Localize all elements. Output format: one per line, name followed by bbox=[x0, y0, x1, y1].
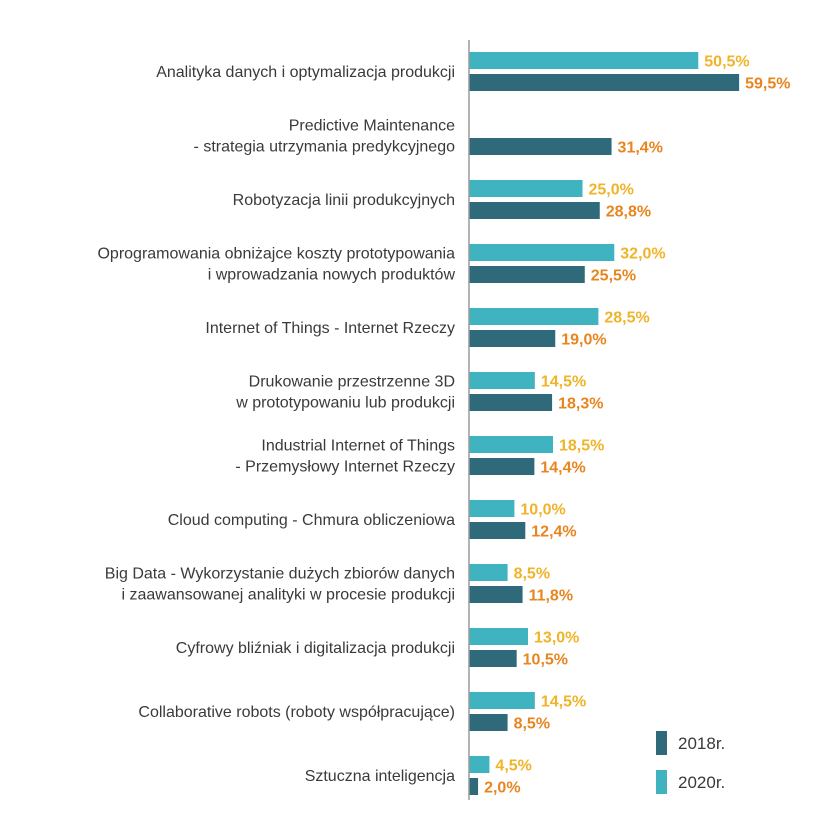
bar-2020 bbox=[469, 692, 535, 709]
bars-group bbox=[469, 52, 740, 795]
bar-2020 bbox=[469, 52, 699, 69]
bar-2018 bbox=[469, 202, 600, 219]
value-label-2018: 10,5% bbox=[523, 652, 568, 669]
bar-2018 bbox=[469, 458, 535, 475]
category-label: Cloud computing - Chmura obliczeniowa bbox=[168, 512, 455, 529]
bar-2018 bbox=[469, 138, 612, 155]
category-label: Sztuczna inteligencja bbox=[305, 768, 455, 785]
bar-2018 bbox=[469, 586, 523, 603]
value-label-2018: 11,8% bbox=[529, 588, 573, 605]
value-label-2020: 50,5% bbox=[704, 54, 749, 71]
category-label: i wprowadzania nowych produktów bbox=[208, 267, 456, 284]
bar-2018 bbox=[469, 714, 508, 731]
category-labels-group: Analityka danych i optymalizacja produkc… bbox=[97, 64, 455, 785]
category-label: Analityka danych i optymalizacja produkc… bbox=[156, 64, 455, 81]
legend-swatch bbox=[656, 770, 667, 794]
bar-2018 bbox=[469, 650, 517, 667]
value-label-2018: 28,8% bbox=[606, 204, 651, 221]
legend: 2018r. 2020r. bbox=[656, 731, 725, 794]
value-label-2020: 32,0% bbox=[620, 246, 665, 263]
bar-2018 bbox=[469, 74, 740, 91]
category-label: Internet of Things - Internet Rzeczy bbox=[205, 320, 455, 337]
bar-2020 bbox=[469, 244, 615, 261]
value-label-2018: 8,5% bbox=[514, 716, 550, 733]
value-label-2020: 25,0% bbox=[589, 182, 634, 199]
category-label: Oprogramowania obniżajce koszty prototyp… bbox=[97, 246, 455, 263]
bar-2020 bbox=[469, 500, 515, 517]
value-label-2018: 25,5% bbox=[591, 268, 636, 285]
bar-2018 bbox=[469, 778, 479, 795]
value-label-2020: 18,5% bbox=[559, 438, 604, 455]
category-label: Collaborative robots (roboty współpracuj… bbox=[138, 704, 455, 721]
category-label: i zaawansowanej analityki w procesie pro… bbox=[122, 587, 456, 604]
legend-label: 2018r. bbox=[678, 734, 725, 753]
category-label: Predictive Maintenance bbox=[289, 118, 455, 135]
category-label: - strategia utrzymania predykcyjnego bbox=[194, 139, 456, 156]
category-label: Industrial Internet of Things bbox=[261, 438, 455, 455]
value-label-2018: 19,0% bbox=[561, 332, 606, 349]
value-label-2020: 14,5% bbox=[541, 694, 586, 711]
bar-2020 bbox=[469, 372, 535, 389]
value-label-2020: 4,5% bbox=[495, 758, 531, 775]
bar-2020 bbox=[469, 756, 490, 773]
value-label-2018: 12,4% bbox=[531, 524, 576, 541]
bar-2020 bbox=[469, 628, 529, 645]
category-label: Robotyzacja linii produkcyjnych bbox=[233, 192, 455, 209]
bar-2020 bbox=[469, 180, 583, 197]
category-label: Drukowanie przestrzenne 3D bbox=[249, 374, 455, 391]
value-label-2018: 59,5% bbox=[745, 76, 790, 93]
value-label-2020: 28,5% bbox=[604, 310, 649, 327]
category-label: Big Data - Wykorzystanie dużych zbiorów … bbox=[105, 566, 455, 583]
value-label-2020: 8,5% bbox=[514, 566, 550, 583]
bar-2020 bbox=[469, 308, 599, 325]
value-label-2020: 13,0% bbox=[534, 630, 579, 647]
bar-2018 bbox=[469, 266, 585, 283]
value-label-2018: 18,3% bbox=[558, 396, 603, 413]
value-label-2018: 14,4% bbox=[540, 460, 585, 477]
value-label-2018: 2,0% bbox=[484, 780, 520, 797]
category-label: - Przemysłowy Internet Rzeczy bbox=[235, 459, 455, 476]
bar-2020 bbox=[469, 564, 508, 581]
value-label-2020: 14,5% bbox=[541, 374, 586, 391]
bar-2018 bbox=[469, 522, 526, 539]
legend-label: 2020r. bbox=[678, 773, 725, 792]
value-labels-group: 50,5% 59,5% 31,4% 25,0% 28,8% 32,0% 25,5% 28,5%… bbox=[484, 54, 790, 797]
bar-2018 bbox=[469, 394, 553, 411]
bar-2018 bbox=[469, 330, 556, 347]
bar-2020 bbox=[469, 436, 553, 453]
legend-swatch bbox=[656, 731, 667, 755]
value-label-2020: 10,0% bbox=[520, 502, 565, 519]
category-label: Cyfrowy bliźniak i digitalizacja produkc… bbox=[176, 640, 455, 657]
value-label-2018: 31,4% bbox=[618, 140, 663, 157]
category-label: w prototypowaniu lub produkcji bbox=[235, 395, 455, 412]
